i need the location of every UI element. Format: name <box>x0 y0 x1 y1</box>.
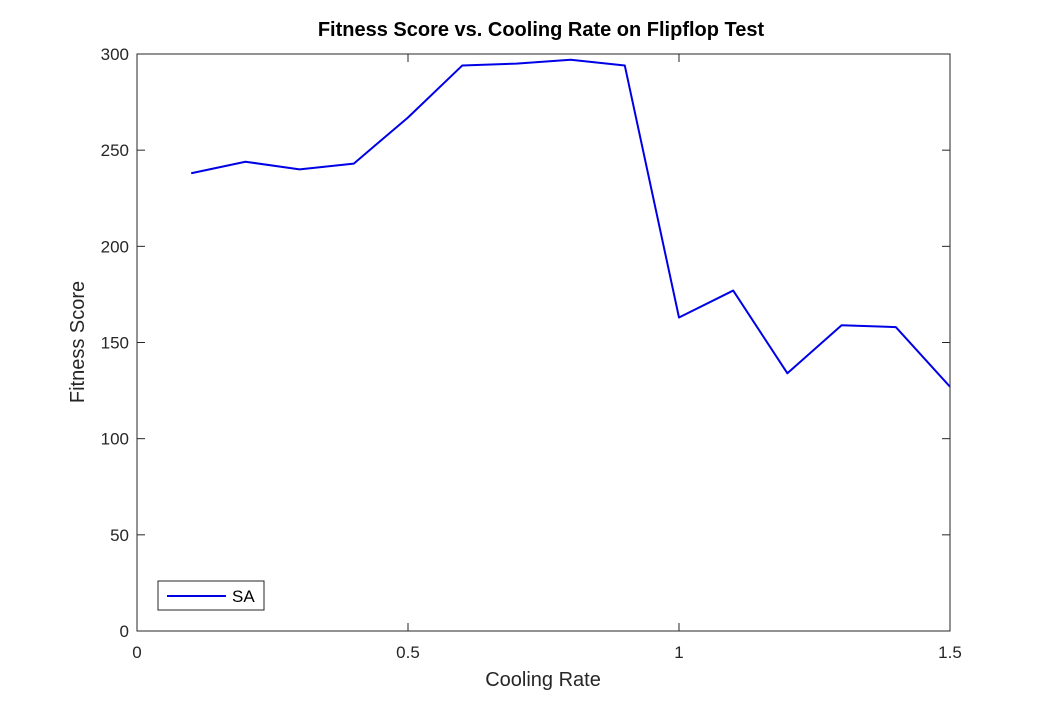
y-tick-label: 50 <box>110 526 129 545</box>
tick-labels: 0 0.5 1 1.5 0 50 100 150 200 250 300 <box>101 45 962 662</box>
x-tick-label: 0.5 <box>396 643 420 662</box>
x-tick-label: 1.5 <box>938 643 962 662</box>
y-axis-label: Fitness Score <box>67 281 89 403</box>
legend-entry-sa: SA <box>232 587 255 606</box>
y-tick-label: 250 <box>101 141 129 160</box>
x-tick-label: 1 <box>674 643 683 662</box>
legend: SA <box>157 580 265 611</box>
y-tick-label: 100 <box>101 430 129 449</box>
plot-area-frame <box>136 53 951 632</box>
x-tick-label: 0 <box>132 643 141 662</box>
y-tick-label: 0 <box>120 622 129 641</box>
y-tick-label: 200 <box>101 237 129 256</box>
y-tick-label: 150 <box>101 334 129 353</box>
chart-title: Fitness Score vs. Cooling Rate on Flipfl… <box>318 19 765 41</box>
series-line-sa <box>190 58 951 388</box>
y-tick-label: 300 <box>101 45 129 64</box>
x-axis-label: Cooling Rate <box>485 669 601 691</box>
series-lines <box>190 58 951 388</box>
